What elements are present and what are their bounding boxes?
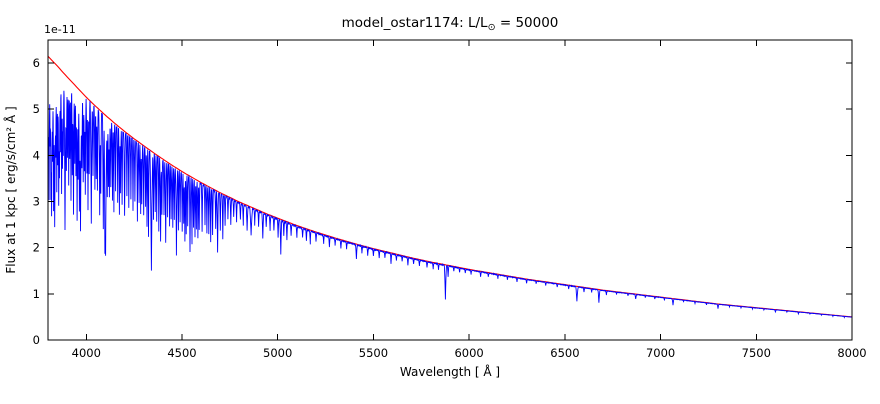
x-tick-label: 7000	[646, 346, 675, 360]
sun-symbol: ⊙	[488, 22, 496, 33]
axes-frame	[47, 39, 853, 341]
x-tick-label: 5500	[359, 346, 388, 360]
x-tick-label: 4500	[167, 346, 196, 360]
y-tick-label: 3	[33, 195, 40, 209]
y-tick-label: 2	[33, 241, 40, 255]
ticks-layer: 4000 4500 5000 5500 6000 6500 7000 7500 8000 0 1 2 3…	[33, 40, 867, 360]
plot-title-main: model_ostar1174: L/L	[342, 15, 488, 31]
y-axis-label: Flux at 1 kpc [ erg/s/cm² Å ]	[3, 106, 18, 273]
y-axis-offset-label: 1e-11	[44, 23, 76, 36]
plot-area	[48, 40, 852, 340]
x-tick-label: 7500	[742, 346, 771, 360]
y-tick-label: 0	[33, 333, 40, 347]
x-tick-label: 8000	[837, 346, 866, 360]
spectrum-line	[47, 90, 853, 319]
y-tick-label: 1	[33, 287, 40, 301]
series-layer	[47, 55, 853, 319]
x-tick-label: 6500	[550, 346, 579, 360]
plot-title: model_ostar1174: L/L⊙ = 50000	[342, 15, 559, 33]
y-tick-label: 6	[33, 56, 40, 70]
y-tick-label: 5	[33, 102, 40, 116]
x-tick-label: 6000	[454, 346, 483, 360]
y-tick-label: 4	[33, 148, 40, 162]
plot-title-value: = 50000	[496, 15, 559, 31]
x-tick-label: 4000	[72, 346, 101, 360]
x-axis-label: Wavelength [ Å ]	[400, 364, 500, 379]
x-tick-label: 5000	[263, 346, 292, 360]
